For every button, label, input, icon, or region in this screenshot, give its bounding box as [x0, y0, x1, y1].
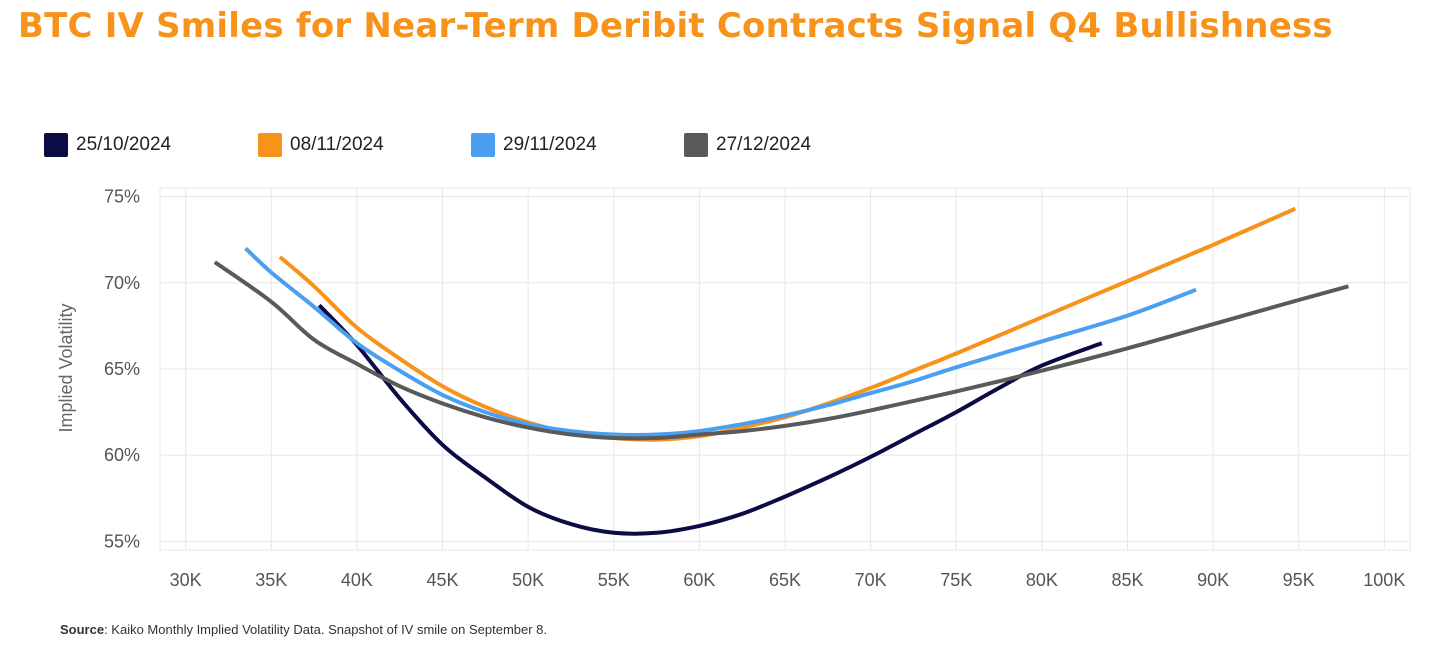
- y-tick-label: 60%: [104, 445, 140, 465]
- y-tick-label: 70%: [104, 273, 140, 293]
- legend-label-series-1: 25/10/2024: [76, 134, 172, 155]
- legend-swatch-series-4: [684, 133, 708, 157]
- x-tick-label: 90K: [1197, 570, 1229, 590]
- y-axis-title: Implied Volatility: [56, 303, 76, 432]
- legend-swatch-series-1: [44, 133, 68, 157]
- x-tick-label: 30K: [170, 570, 202, 590]
- x-tick-label: 35K: [255, 570, 287, 590]
- legend-item-series-1: 25/10/2024: [44, 132, 171, 158]
- series-line-4: [213, 260, 1349, 441]
- x-tick-label: 100K: [1363, 570, 1405, 590]
- series-line-2: [278, 206, 1297, 442]
- legend-label-series-3: 29/11/2024: [503, 134, 597, 155]
- x-tick-label: 95K: [1283, 570, 1315, 590]
- series-lines: [213, 206, 1349, 536]
- x-tick-label: 50K: [512, 570, 544, 590]
- legend-item-series-2: 08/11/2024: [258, 132, 384, 158]
- chart-legend: 25/10/2024 08/11/2024 29/11/2024 27/12/2…: [44, 132, 944, 158]
- y-tick-label: 75%: [104, 187, 140, 207]
- x-tick-label: 65K: [769, 570, 801, 590]
- chart-title: BTC IV Smiles for Near-Term Deribit Cont…: [18, 6, 1333, 46]
- x-tick-label: 75K: [940, 570, 972, 590]
- legend-label-series-2: 08/11/2024: [290, 134, 384, 155]
- grid-lines: [159, 187, 1411, 551]
- y-tick-label: 55%: [104, 531, 140, 551]
- x-tick-label: 55K: [598, 570, 630, 590]
- x-tick-label: 85K: [1111, 570, 1143, 590]
- legend-swatch-series-2: [258, 133, 282, 157]
- source-note: Source: Kaiko Monthly Implied Volatility…: [60, 622, 547, 637]
- x-tick-label: 45K: [427, 570, 459, 590]
- source-label: Source: [60, 622, 105, 637]
- legend-item-series-3: 29/11/2024: [471, 132, 597, 158]
- series-line-1: [317, 303, 1103, 536]
- legend-label-series-4: 27/12/2024: [716, 134, 812, 155]
- legend-item-series-4: 27/12/2024: [684, 132, 811, 158]
- x-tick-label: 60K: [683, 570, 715, 590]
- x-tick-label: 40K: [341, 570, 373, 590]
- y-axis-ticks: 55% 60% 65% 70% 75%: [104, 187, 140, 552]
- y-tick-label: 65%: [104, 359, 140, 379]
- x-axis-ticks: 30K 35K 40K 45K 50K 55K 60K 65K 70K 75K 80K 85K 90K 9…: [170, 570, 1406, 590]
- x-tick-label: 80K: [1026, 570, 1058, 590]
- legend-swatch-series-3: [471, 133, 495, 157]
- series-line-3: [244, 246, 1197, 437]
- x-tick-label: 70K: [855, 570, 887, 590]
- source-text: : Kaiko Monthly Implied Volatility Data.…: [104, 622, 548, 637]
- iv-smile-chart: 55% 60% 65% 70% 75% 30K 35K 40K 45K 50K 55K 60K 65K…: [56, 187, 1411, 590]
